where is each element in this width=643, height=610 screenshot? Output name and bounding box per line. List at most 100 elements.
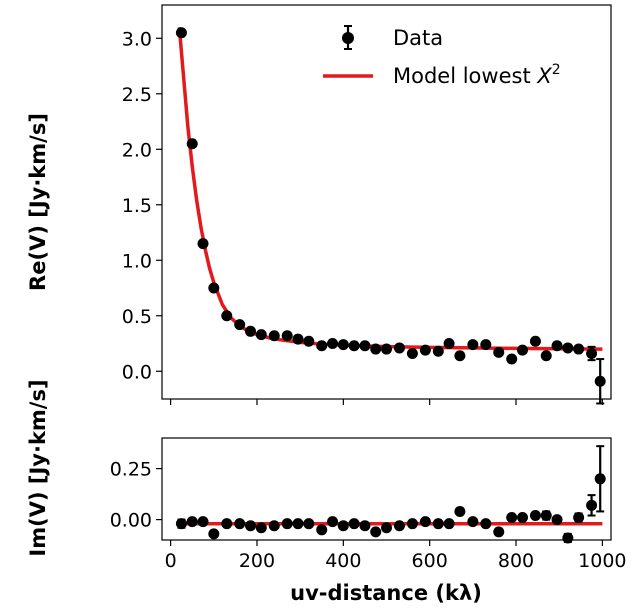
imag-data-marker xyxy=(175,518,187,530)
real-data-marker xyxy=(316,340,328,352)
real-data-marker xyxy=(467,339,479,351)
imag-data-marker xyxy=(370,526,382,538)
imag-data-marker xyxy=(381,522,392,534)
real-data-point xyxy=(381,343,392,355)
real-data-point xyxy=(551,340,563,352)
real-data-points xyxy=(175,27,606,405)
real-data-marker xyxy=(186,138,198,150)
real-data-marker xyxy=(268,330,280,342)
imag-data-marker xyxy=(292,518,304,530)
real-data-point xyxy=(234,319,246,331)
real-data-marker xyxy=(573,343,585,355)
imag-data-points xyxy=(175,445,606,544)
real-data-point xyxy=(327,338,339,350)
real-y-tick-label: 1.5 xyxy=(122,195,152,217)
real-data-marker xyxy=(393,342,405,354)
imag-data-marker xyxy=(573,512,585,524)
real-data-marker xyxy=(303,335,315,347)
imag-data-marker xyxy=(406,518,418,530)
legend-data-label: Data xyxy=(393,26,443,50)
imag-data-marker xyxy=(551,514,563,526)
imag-y-tick-label: 0.25 xyxy=(110,459,152,481)
imag-data-marker xyxy=(337,520,349,532)
real-panel-ticks: 0.0 0.5 1.0 1.5 2.0 2.5 3.0 xyxy=(122,28,603,405)
real-data-marker xyxy=(281,330,293,342)
real-data-point xyxy=(443,338,455,350)
real-data-marker xyxy=(516,344,528,356)
imag-data-point xyxy=(551,514,563,526)
real-data-point xyxy=(281,330,293,342)
real-data-marker xyxy=(337,339,349,351)
imag-y-tick-label: 0.00 xyxy=(110,510,152,532)
imag-data-point xyxy=(316,524,328,536)
imag-data-point xyxy=(529,510,541,522)
real-data-point xyxy=(186,138,198,150)
legend-model-label: Model lowest X2 xyxy=(393,62,561,88)
real-data-point xyxy=(419,344,431,356)
real-data-marker xyxy=(197,238,209,250)
real-data-marker xyxy=(432,345,444,357)
imag-data-point xyxy=(255,522,267,534)
imag-data-marker xyxy=(467,516,479,528)
imag-data-marker xyxy=(419,516,431,528)
real-data-marker xyxy=(245,325,257,337)
imag-data-marker xyxy=(327,516,339,528)
imag-data-marker xyxy=(208,528,220,540)
imag-data-point xyxy=(573,512,585,524)
imag-data-marker xyxy=(516,512,528,524)
imag-data-point xyxy=(175,518,187,530)
imag-data-point xyxy=(480,518,492,530)
real-part-panel: 0.0 0.5 1.0 1.5 2.0 2.5 3.0 Re(V) [Jy·km/s] Da… xyxy=(26,4,612,405)
real-data-point xyxy=(303,335,315,347)
real-data-point xyxy=(359,340,371,352)
imag-data-point xyxy=(208,528,220,540)
imag-x-tick-label: 1000 xyxy=(578,550,626,572)
legend-data-marker xyxy=(342,25,354,50)
imag-panel-frame xyxy=(161,437,612,541)
real-data-marker xyxy=(221,310,233,322)
real-data-point xyxy=(268,330,280,342)
imag-data-marker xyxy=(245,520,257,532)
imag-data-point xyxy=(245,520,257,532)
real-data-point xyxy=(480,339,492,351)
real-data-marker xyxy=(506,353,518,365)
real-data-point xyxy=(208,282,220,294)
real-data-marker xyxy=(348,340,360,352)
real-data-marker xyxy=(175,27,187,39)
imag-data-point xyxy=(281,518,293,530)
imag-x-tick-label: 600 xyxy=(412,550,448,572)
imag-data-point xyxy=(594,445,606,513)
imag-data-marker xyxy=(255,522,267,534)
real-data-point xyxy=(586,345,598,362)
imag-data-marker xyxy=(493,526,505,538)
imag-data-point xyxy=(432,518,444,530)
imag-data-point xyxy=(197,516,209,528)
real-data-point xyxy=(467,339,479,351)
imag-data-point xyxy=(268,520,280,532)
real-data-marker xyxy=(594,375,606,387)
imag-data-marker xyxy=(348,518,360,530)
imag-data-marker xyxy=(432,518,444,530)
imag-x-tick-label: 200 xyxy=(239,550,275,572)
real-data-point xyxy=(175,27,187,39)
real-data-point xyxy=(432,345,444,357)
imag-data-point xyxy=(493,526,505,538)
imag-x-tick-label: 800 xyxy=(498,550,534,572)
real-data-marker xyxy=(540,350,552,362)
real-panel-frame xyxy=(161,4,612,400)
real-data-point xyxy=(529,335,541,347)
imag-data-marker xyxy=(303,518,315,530)
imag-data-point xyxy=(406,518,418,530)
real-y-tick-label: 2.5 xyxy=(122,84,152,106)
imag-data-point xyxy=(221,518,233,530)
imag-data-marker xyxy=(316,524,328,536)
imag-data-point xyxy=(234,518,246,530)
real-data-point xyxy=(255,329,267,341)
real-data-marker xyxy=(454,350,466,362)
real-data-marker xyxy=(562,342,574,354)
real-y-tick-label: 3.0 xyxy=(122,28,152,50)
imag-data-point xyxy=(467,516,479,528)
imag-data-marker xyxy=(186,516,198,528)
imag-data-marker xyxy=(586,499,598,511)
imag-data-marker xyxy=(393,520,405,532)
